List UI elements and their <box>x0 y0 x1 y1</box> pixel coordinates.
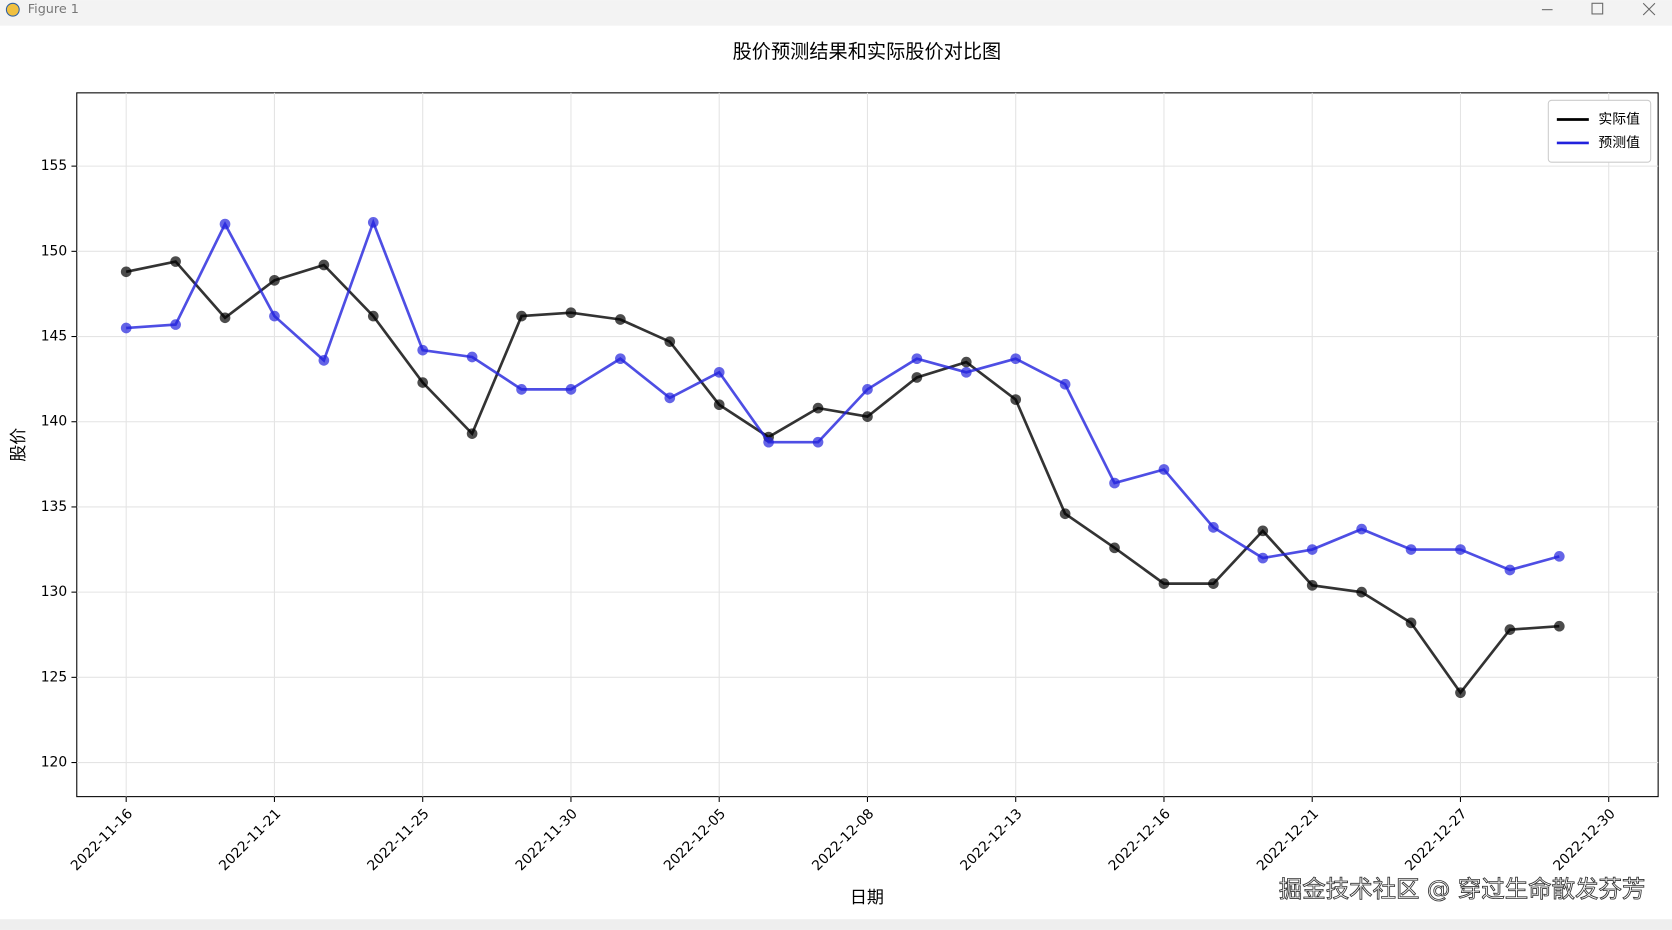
data-point <box>615 314 626 325</box>
series-line <box>126 218 1560 572</box>
data-point <box>713 399 725 411</box>
x-tick-label: 2022-11-25 <box>364 806 432 874</box>
data-point <box>911 353 923 365</box>
y-tick-label: 145 <box>41 329 67 345</box>
x-tick-label: 2022-12-30 <box>1550 806 1618 874</box>
y-tick-label: 135 <box>41 499 67 515</box>
series-line <box>125 260 1560 695</box>
data-point <box>713 366 725 378</box>
data-point <box>812 436 824 448</box>
data-point <box>862 384 873 395</box>
data-point <box>170 319 181 330</box>
y-tick-label: 150 <box>41 243 67 259</box>
watermark: 掘金技术社区 @ 穿过生命散发芬芳 <box>1279 875 1645 903</box>
data-point <box>1405 617 1417 629</box>
data-point <box>1109 477 1120 489</box>
x-tick-label: 2022-12-21 <box>1254 806 1322 874</box>
data-point <box>120 266 132 278</box>
x-tick-label: 2022-12-13 <box>957 806 1025 874</box>
data-point <box>1010 394 1022 405</box>
data-point <box>1208 522 1219 533</box>
x-tick-label: 2022-12-08 <box>809 806 877 874</box>
data-point <box>367 310 379 322</box>
y-tick-label: 120 <box>41 755 67 771</box>
data-point <box>960 366 972 378</box>
app-icon <box>5 2 20 17</box>
data-point <box>219 218 231 230</box>
data-point <box>1553 620 1565 632</box>
data-point <box>664 336 676 347</box>
data-point <box>466 351 478 363</box>
data-point <box>1455 687 1466 699</box>
data-point <box>1405 544 1417 555</box>
x-tick-label: 2022-12-05 <box>661 806 729 874</box>
y-tick-label: 125 <box>41 669 67 685</box>
data-point <box>1059 378 1071 390</box>
data-point <box>1010 353 1022 365</box>
data-point <box>269 274 280 286</box>
data-point <box>1356 586 1367 598</box>
data-point <box>1158 578 1170 589</box>
taskbar-edge <box>0 919 1672 930</box>
data-point <box>367 217 379 228</box>
data-point <box>120 322 132 334</box>
data-point <box>417 344 429 356</box>
data-point <box>565 384 577 395</box>
maximize-button[interactable] <box>1591 2 1604 15</box>
title-bar <box>0 0 1672 26</box>
data-point <box>516 384 527 395</box>
data-point <box>1257 552 1269 564</box>
data-point <box>862 411 873 422</box>
data-point <box>565 307 577 319</box>
legend-box <box>1547 99 1652 163</box>
chart-title: 股价预测结果和实际股价对比图 <box>733 40 1002 63</box>
close-button[interactable] <box>1642 2 1656 16</box>
y-tick-label: 130 <box>41 584 67 600</box>
data-point <box>1059 508 1071 520</box>
data-point <box>1306 579 1318 591</box>
data-point <box>911 372 923 383</box>
data-point <box>812 402 824 414</box>
data-point <box>318 259 330 271</box>
y-tick-label: 155 <box>41 158 67 174</box>
data-point <box>615 353 626 365</box>
data-point <box>269 310 280 322</box>
data-point <box>1109 542 1120 554</box>
data-point <box>1504 564 1516 576</box>
data-point <box>1257 525 1269 537</box>
data-point <box>960 356 972 368</box>
legend-label: 实际值 <box>1598 112 1640 128</box>
data-point <box>763 436 774 448</box>
x-tick-label: 2022-11-21 <box>216 806 284 874</box>
x-tick-label: 2022-12-16 <box>1106 806 1174 874</box>
x-axis-label: 日期 <box>850 888 884 908</box>
data-point <box>170 256 181 267</box>
x-tick-label: 2022-11-30 <box>513 806 581 874</box>
data-point <box>1504 624 1516 635</box>
data-point <box>516 310 527 322</box>
data-point <box>1306 544 1318 555</box>
data-point <box>1356 523 1367 535</box>
window-title: Figure 1 <box>28 2 79 17</box>
x-tick-label: 2022-12-27 <box>1402 806 1470 874</box>
x-tick-label: 2022-11-16 <box>68 806 136 874</box>
data-point <box>664 392 676 404</box>
data-point <box>318 355 330 366</box>
data-point <box>417 377 429 388</box>
data-point <box>1455 544 1466 555</box>
data-point <box>466 428 478 439</box>
legend-label: 预测值 <box>1598 135 1640 151</box>
data-point <box>1158 464 1170 475</box>
data-point <box>219 312 231 324</box>
data-point <box>1553 551 1565 562</box>
y-tick-label: 140 <box>41 414 67 430</box>
data-point <box>1208 578 1219 589</box>
y-axis-label: 股价 <box>9 428 29 462</box>
